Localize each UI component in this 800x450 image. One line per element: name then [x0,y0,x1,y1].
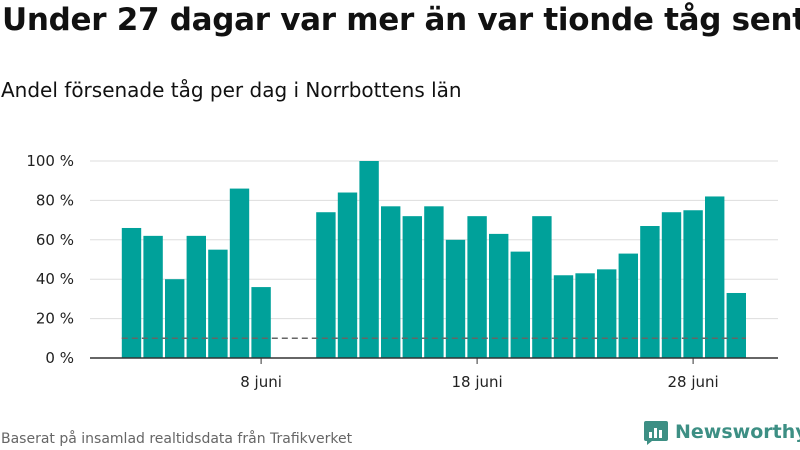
bar [467,216,487,358]
chart-title: Under 27 dagar var mer än var tionde tåg… [2,2,800,38]
bar [683,210,703,358]
y-tick-label: 20 % [36,310,74,328]
newsworthy-logo-text: Newsworthy [675,421,800,443]
bar [229,188,250,358]
x-tick-label: 18 juni [451,373,502,391]
bar [597,269,617,358]
source-note: Baserat på insamlad realtidsdata från Tr… [1,431,353,447]
bar [251,287,271,358]
bar [553,275,574,358]
bar [661,212,682,358]
bar [337,192,358,358]
bar [640,226,660,358]
bar [143,235,163,358]
bar [489,233,509,358]
newsworthy-logo[interactable]: Newsworthy [643,419,800,445]
bar [359,161,379,358]
bar [186,235,206,358]
bar [208,249,228,358]
y-tick-label: 80 % [36,191,74,209]
y-tick-label: 0 % [45,349,74,367]
bar [381,206,401,358]
chart-subtitle: Andel försenade tåg per dag i Norrbotten… [1,78,462,102]
bar [510,251,530,358]
x-tick-label: 28 juni [667,373,718,391]
bar-chart: 0 % 20 % 40 % 60 % 80 % 100 % 8 juni 18 juni 28 … [26,152,778,391]
bar [402,216,422,358]
newsworthy-logo-icon [644,421,668,445]
y-tick-label: 40 % [36,270,74,288]
bar [575,273,595,358]
bar [424,206,444,358]
bar [705,196,725,358]
x-tick-label: 8 juni [240,373,282,391]
bar [532,216,552,358]
bar [445,239,466,358]
bar [121,227,142,358]
bar [618,253,638,358]
bar [316,212,336,358]
y-tick-label: 100 % [26,152,74,170]
bar [165,279,185,358]
bar [726,292,746,358]
y-tick-label: 60 % [36,231,74,249]
